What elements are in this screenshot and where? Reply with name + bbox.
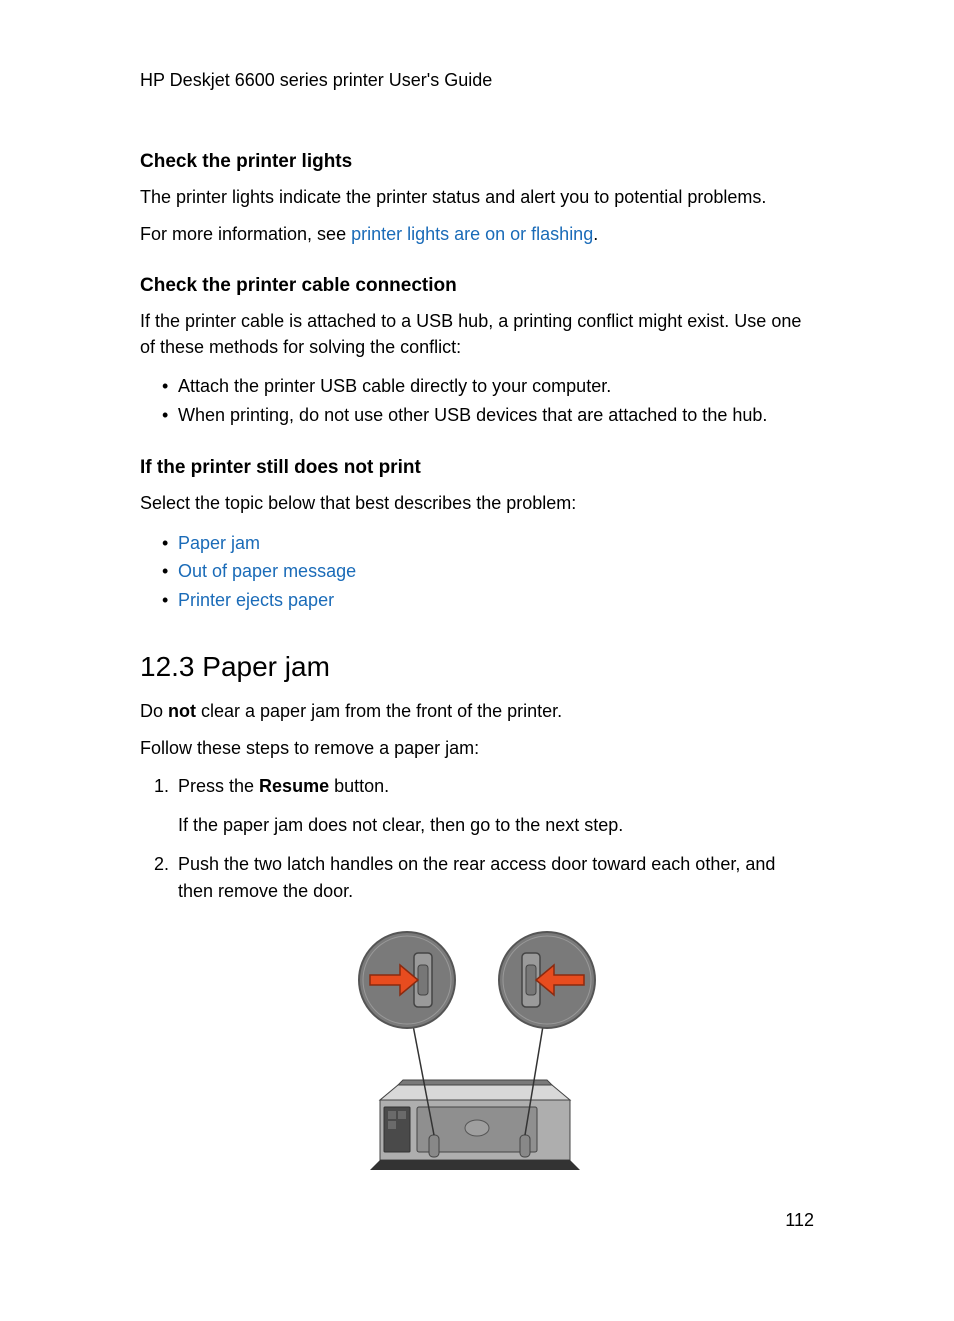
paperjam-steps: 1. Press the Resume button. If the paper… [140, 773, 814, 905]
link-out-of-paper[interactable]: Out of paper message [178, 561, 356, 581]
step-1-pre: Press the [178, 776, 259, 796]
step-1-bold: Resume [259, 776, 329, 796]
paperjam-para-1-bold: not [168, 701, 196, 721]
lights-para-2: For more information, see printer lights… [140, 222, 814, 247]
step-2-text: Push the two latch handles on the rear a… [178, 854, 775, 901]
link-paper-jam[interactable]: Paper jam [178, 533, 260, 553]
step-1-sub: If the paper jam does not clear, then go… [178, 812, 814, 839]
noprint-para-1: Select the topic below that best describ… [140, 491, 814, 516]
list-item: Attach the printer USB cable directly to… [140, 372, 814, 401]
list-item: Printer ejects paper [140, 586, 814, 615]
section-still-no-print: If the printer still does not print Sele… [140, 457, 814, 615]
cable-bullet-list: Attach the printer USB cable directly to… [140, 372, 814, 430]
step-number: 1. [154, 773, 169, 800]
lights-para-2-post: . [593, 224, 598, 244]
paperjam-para-1: Do not clear a paper jam from the front … [140, 699, 814, 724]
section-check-cable: Check the printer cable connection If th… [140, 275, 814, 429]
step-2: 2. Push the two latch handles on the rea… [140, 851, 814, 905]
noprint-link-list: Paper jam Out of paper message Printer e… [140, 529, 814, 615]
link-ejects-paper[interactable]: Printer ejects paper [178, 590, 334, 610]
paperjam-para-1-post: clear a paper jam from the front of the … [196, 701, 562, 721]
lights-para-1: The printer lights indicate the printer … [140, 185, 814, 210]
heading-still-no-print: If the printer still does not print [140, 457, 814, 479]
list-item: Paper jam [140, 529, 814, 558]
list-item: Out of paper message [140, 557, 814, 586]
step-1-post: button. [329, 776, 389, 796]
heading-check-lights: Check the printer lights [140, 151, 814, 173]
heading-check-cable: Check the printer cable connection [140, 275, 814, 297]
paperjam-para-2: Follow these steps to remove a paper jam… [140, 736, 814, 761]
lights-para-2-pre: For more information, see [140, 224, 351, 244]
cable-para-1: If the printer cable is attached to a US… [140, 309, 814, 359]
heading-paper-jam-chapter: 12.3 Paper jam [140, 651, 814, 683]
paperjam-para-1-pre: Do [140, 701, 168, 721]
list-item: When printing, do not use other USB devi… [140, 401, 814, 430]
document-title: HP Deskjet 6600 series printer User's Gu… [140, 70, 814, 91]
step-number: 2. [154, 851, 169, 878]
link-printer-lights[interactable]: printer lights are on or flashing [351, 224, 593, 244]
page-number: 112 [785, 1210, 814, 1231]
section-paper-jam: 12.3 Paper jam Do not clear a paper jam … [140, 651, 814, 1205]
step-1: 1. Press the Resume button. If the paper… [140, 773, 814, 839]
section-check-lights: Check the printer lights The printer lig… [140, 151, 814, 247]
printer-rear-door-icon [322, 925, 632, 1205]
printer-illustration [140, 925, 814, 1205]
